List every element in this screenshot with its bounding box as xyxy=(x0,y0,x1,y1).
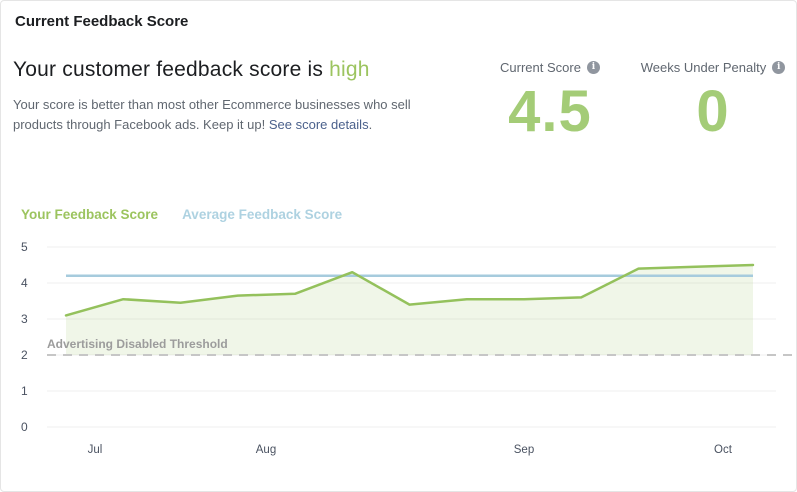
info-icon[interactable]: i xyxy=(772,61,786,74)
y-axis-tick-label: 2 xyxy=(21,348,28,362)
x-axis-tick-label: Jul xyxy=(88,444,103,456)
x-axis-tick-label: Sep xyxy=(514,444,534,456)
current-score-label: Current Score i xyxy=(484,60,616,75)
info-icon[interactable]: i xyxy=(586,61,600,74)
score-summary: Your customer feedback score is high You… xyxy=(13,58,473,135)
y-axis-tick-label: 0 xyxy=(21,420,28,434)
y-axis-tick-label: 5 xyxy=(21,240,28,254)
your-score-area xyxy=(66,265,753,355)
headline: Your customer feedback score is high xyxy=(13,58,473,82)
description-period: . xyxy=(368,117,373,132)
description-text: Your score is better than most other Eco… xyxy=(13,97,411,132)
see-score-details-link[interactable]: See score details xyxy=(268,117,369,132)
your-feedback-score-line[interactable] xyxy=(64,263,755,317)
legend-your-feedback-score[interactable]: Your Feedback Score xyxy=(21,207,159,222)
headline-text: Your customer feedback score is xyxy=(13,58,330,81)
score-description: Your score is better than most other Eco… xyxy=(13,95,461,135)
chart-legend: Your Feedback Score Average Feedback Sco… xyxy=(21,207,342,222)
y-axis-tick-label: 1 xyxy=(21,384,28,398)
headline-highlight: high xyxy=(329,58,370,81)
y-axis-tick-label: 3 xyxy=(21,312,28,326)
legend-average-feedback-score[interactable]: Average Feedback Score xyxy=(182,207,343,222)
weeks-under-penalty-label-text: Weeks Under Penalty xyxy=(640,60,767,75)
weeks-under-penalty-label: Weeks Under Penalty i xyxy=(638,60,788,75)
weeks-under-penalty-value: 0 xyxy=(696,79,730,144)
current-score-value: 4.5 xyxy=(508,79,592,144)
page-title: Current Feedback Score xyxy=(15,13,189,30)
feedback-score-chart[interactable]: 0 1 2 3 4 5 Advertising Disabled Threshold Jul A… xyxy=(1,231,797,492)
current-score-label-text: Current Score xyxy=(500,60,581,75)
y-axis-tick-label: 4 xyxy=(21,276,28,290)
weeks-under-penalty-stat: Weeks Under Penalty i 0 xyxy=(638,60,788,141)
x-axis-tick-label: Oct xyxy=(714,444,733,456)
current-score-stat: Current Score i 4.5 xyxy=(484,60,616,141)
advertising-disabled-threshold-label: Advertising Disabled Threshold xyxy=(47,337,228,351)
x-axis-tick-label: Aug xyxy=(256,444,276,456)
score-stats: Current Score i 4.5 Weeks Under Penalty … xyxy=(484,60,788,141)
